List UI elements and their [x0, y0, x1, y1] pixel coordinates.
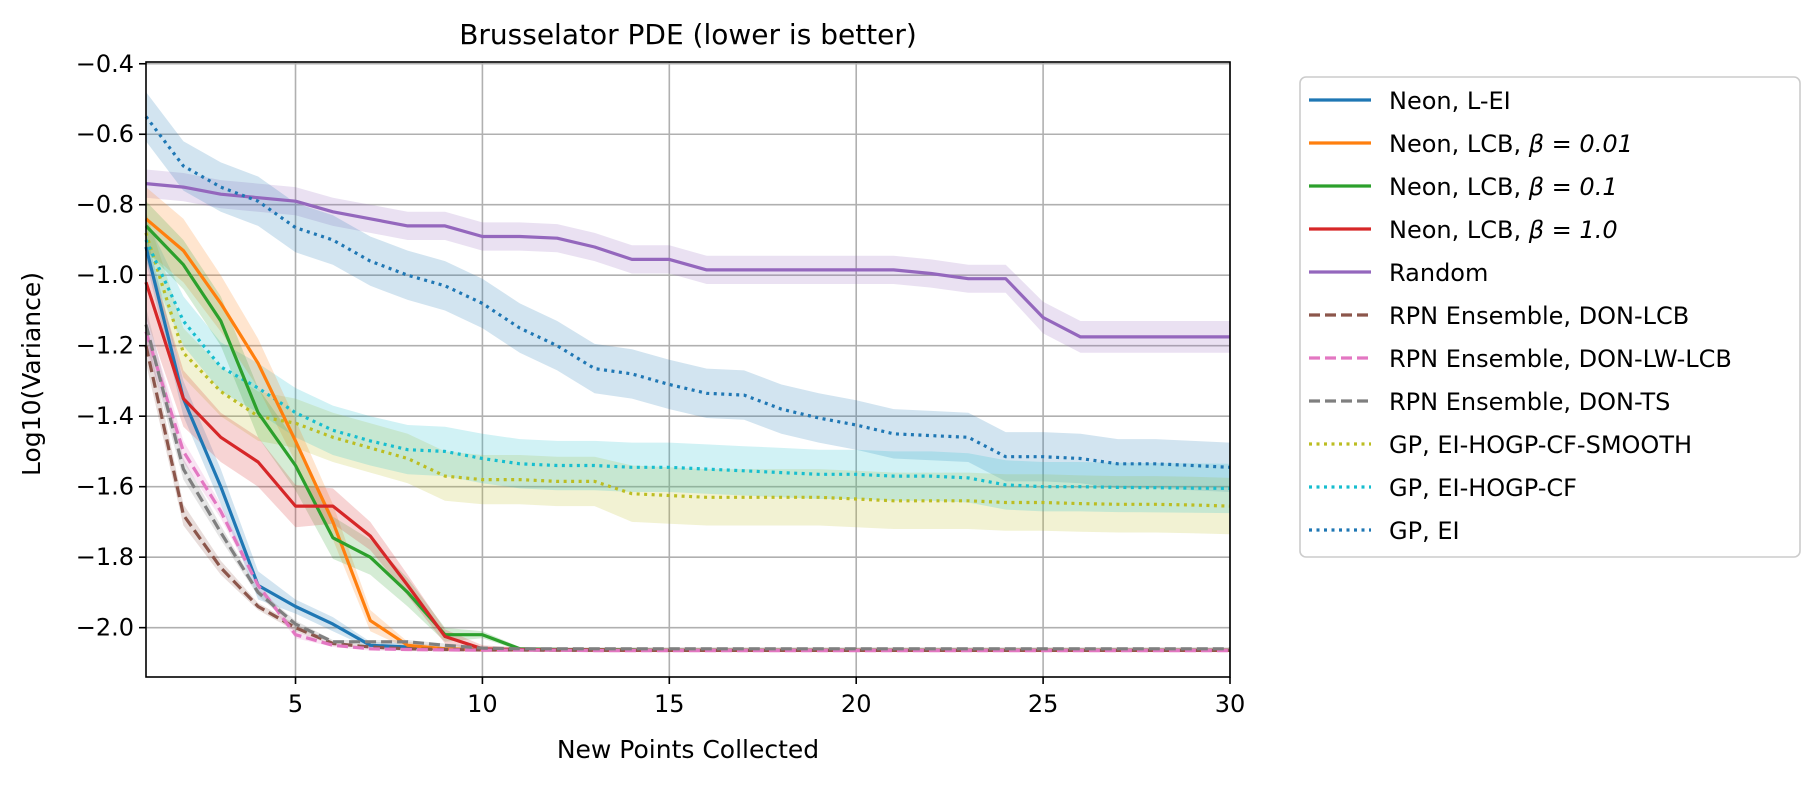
plot-area-frame [145, 61, 1231, 678]
y-tick-label: −1.0 [76, 261, 134, 289]
series-line [144, 232, 1231, 508]
series-lines [144, 115, 1231, 653]
y-tick-label: −2.0 [76, 614, 134, 642]
legend-entry: Neon, LCB, β = 1.0 [1389, 216, 1618, 244]
series-line [144, 331, 1230, 653]
legend-entry: GP, EI [1389, 517, 1460, 545]
x-tick-label: 15 [654, 690, 685, 718]
chart-title: Brusselator PDE (lower is better) [459, 18, 917, 51]
y-axis-label: Log10(Variance) [17, 272, 46, 476]
legend-entry: RPN Ensemble, DON-LW-LCB [1389, 345, 1732, 373]
y-tick-label: −1.2 [76, 332, 134, 360]
uncertainty-band [146, 211, 1230, 535]
uncertainty-band [146, 92, 1230, 492]
y-tick-label: −0.4 [76, 50, 134, 78]
x-axis-ticks: 5 10 15 20 25 30 [288, 677, 1245, 718]
x-axis-label: New Points Collected [557, 735, 819, 764]
legend-entry: Random [1389, 259, 1488, 287]
legend-entry: GP, EI-HOGP-CF [1389, 474, 1577, 502]
x-tick-label: 20 [841, 690, 872, 718]
series-line [144, 324, 1230, 651]
legend-entry: Neon, L-EI [1389, 87, 1511, 115]
y-tick-label: −1.4 [76, 402, 134, 430]
series-line [145, 182, 1230, 339]
y-tick-label: −1.8 [76, 543, 134, 571]
legend-entry: GP, EI-HOGP-CF-SMOOTH [1389, 431, 1692, 459]
legend-entry: Neon, LCB, β = 0.01 [1389, 130, 1633, 158]
x-tick-label: 5 [288, 690, 303, 718]
uncertainty-band [146, 218, 1230, 514]
series-line [144, 239, 1231, 490]
x-tick-label: 10 [467, 690, 498, 718]
y-tick-label: −1.6 [76, 473, 134, 501]
y-tick-label: −0.6 [76, 120, 134, 148]
legend: Neon, L-EI Neon, LCB, β = 0.01 Neon, LCB, … [1299, 76, 1801, 558]
x-tick-label: 30 [1215, 690, 1246, 718]
uncertainty-band [146, 169, 1230, 353]
y-axis-ticks: −2.0 −1.8 −1.6 −1.4 −1.2 −1.0 −0.8 −0.6 −0.4 [76, 50, 146, 642]
legend-entry: RPN Ensemble, DON-LCB [1389, 302, 1689, 330]
x-tick-label: 25 [1028, 690, 1059, 718]
legend-entry: Neon, LCB, β = 0.1 [1389, 173, 1618, 201]
y-tick-label: −0.8 [76, 191, 134, 219]
series-line [144, 115, 1231, 469]
uncertainty-bands [146, 92, 1230, 653]
legend-entry: RPN Ensemble, DON-TS [1389, 388, 1670, 416]
legend-frame [1299, 76, 1801, 558]
